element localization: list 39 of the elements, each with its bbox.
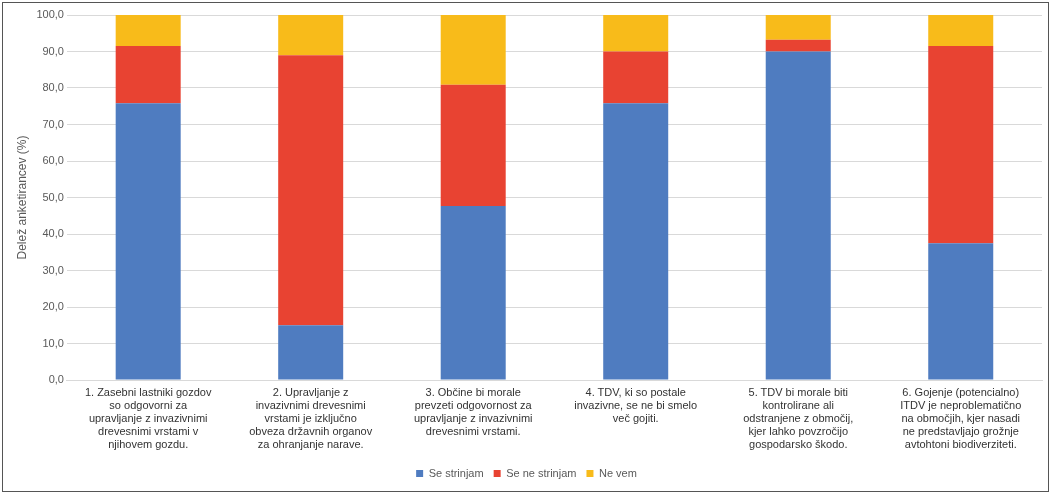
bar [928, 15, 994, 47]
legend-label: Se ne strinjam [506, 466, 577, 479]
x-tick-label: 4. TDV, ki so postale invazivne, se ne bi smelo več gojiti. [574, 385, 698, 425]
y-tick-label: 80,0 [42, 81, 64, 94]
bar [928, 46, 994, 244]
bar [278, 15, 344, 56]
bar [928, 243, 994, 380]
y-tick-label: 100,0 [36, 8, 64, 21]
y-tick-label: 50,0 [42, 190, 64, 203]
y-tick-label: 60,0 [42, 154, 64, 167]
bar [278, 55, 344, 326]
x-tick-label: 2. Upravljanje z invazivnimi drevesnimi vrstami je izključno obveza državnih organov za ohranjanje narave. [249, 385, 373, 451]
y-tick-label: 70,0 [42, 117, 64, 130]
bar [603, 51, 669, 104]
bar [440, 15, 506, 85]
bar [440, 84, 506, 206]
bar [603, 103, 669, 380]
x-tick-label: 3. Občine bi morale prevzeti odgovornost za upravljanje z invazivnimi drevesnimi vrstami. [413, 385, 533, 438]
bar [440, 205, 506, 380]
bar [115, 46, 181, 104]
bar [115, 15, 181, 47]
legend-label: Ne vem [598, 466, 637, 479]
bar [765, 15, 831, 40]
y-tick-label: 20,0 [42, 300, 64, 313]
y-axis-title: Delež anketirancev (%) [14, 135, 29, 260]
y-tick-label: 40,0 [42, 227, 64, 240]
legend-label: Se strinjam [428, 466, 484, 479]
y-tick-label: 0,0 [48, 373, 64, 386]
y-tick-label: 30,0 [42, 263, 64, 276]
x-tick-label: 1. Zasebni lastniki gozdov so odgovorni za upravljanje z invazivnimi drevesnimi vrstami v njihovem gozdu. [84, 385, 212, 451]
bar [278, 325, 344, 380]
bar [603, 15, 669, 52]
bar [115, 103, 181, 380]
x-tick-label: 5. TDV bi morale biti kontrolirane ali odstranjene z območij, kjer lahko povzročijo gospodarsko škodo. [743, 385, 854, 451]
x-tick-label: 6. Gojenje (potencialno) ITDV je neproblematično na območjih, kjer nasadi ne predstavljajo grožnje avtohtoni biodiverziteti. [900, 385, 1022, 451]
y-tick-label: 10,0 [42, 336, 64, 349]
bar [765, 39, 831, 52]
bar [765, 51, 831, 380]
y-tick-label: 90,0 [42, 44, 64, 57]
